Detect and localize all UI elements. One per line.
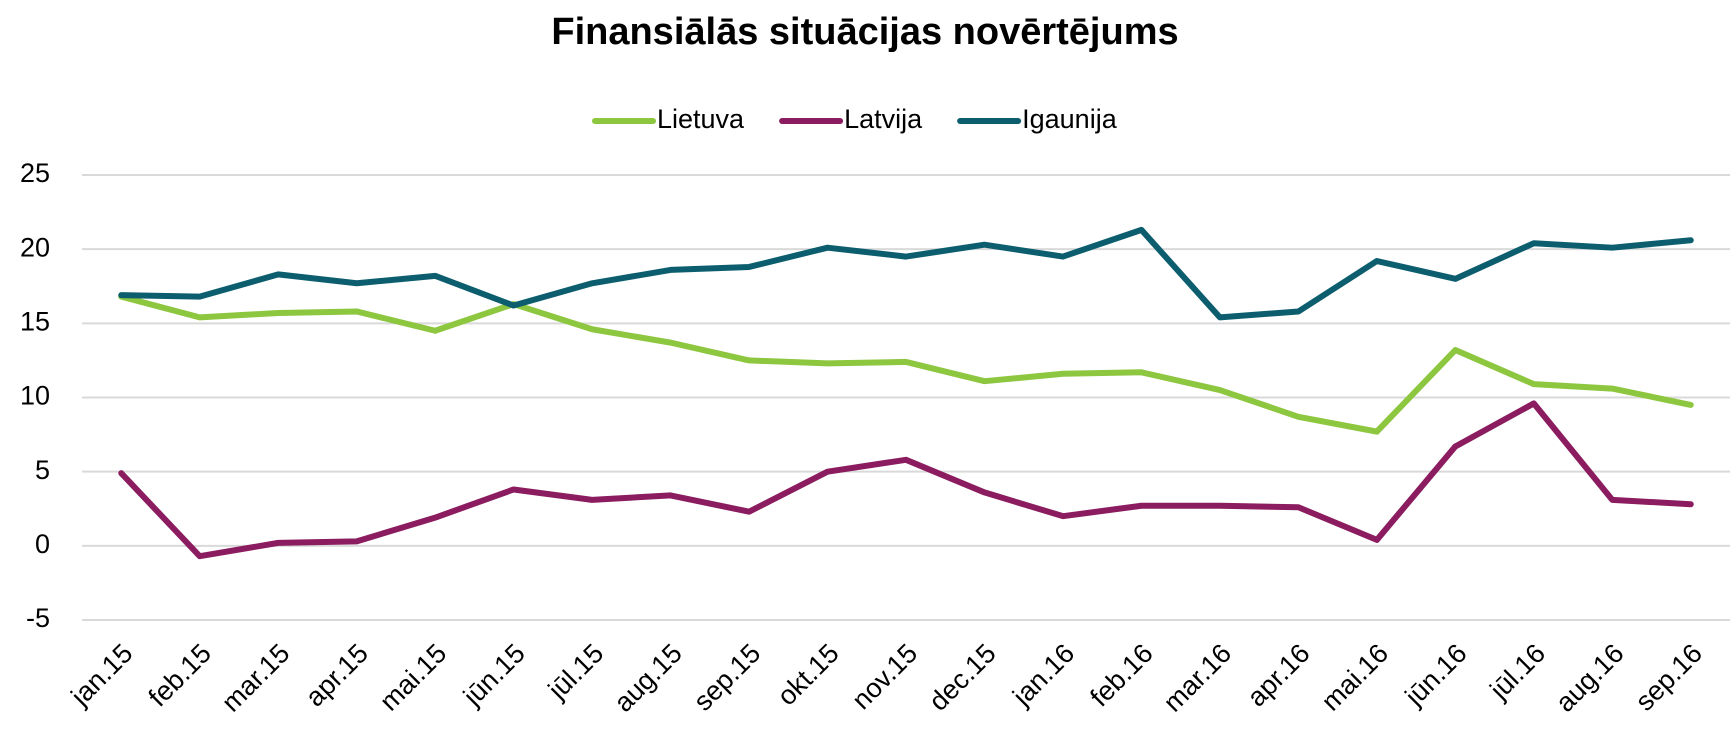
y-tick-label: 20 — [20, 232, 50, 262]
x-tick-label: sep.16 — [1629, 638, 1708, 717]
x-tick-label: jūn.16 — [1399, 638, 1473, 712]
x-tick-label: jūl.15 — [542, 638, 610, 706]
y-tick-label: 0 — [35, 529, 50, 559]
x-tick-label: jūl.16 — [1484, 638, 1552, 706]
x-tick-label: apr.15 — [300, 638, 374, 712]
y-tick-label: 15 — [20, 306, 50, 336]
y-tick-label: 5 — [35, 455, 50, 485]
x-tick-label: apr.16 — [1241, 638, 1315, 712]
x-tick-label: aug.15 — [608, 638, 688, 718]
x-tick-label: mai.15 — [374, 638, 453, 717]
x-tick-label: sep.15 — [688, 638, 767, 717]
data-line — [118, 293, 1694, 435]
y-tick-label: 25 — [20, 158, 50, 188]
x-tick-label: aug.16 — [1550, 638, 1630, 718]
data-line — [118, 400, 1694, 560]
x-tick-label: jan.15 — [65, 638, 139, 712]
x-tick-label: jūn.15 — [457, 638, 531, 712]
legend-label: Igaunija — [1022, 104, 1118, 134]
y-tick-label: 10 — [20, 381, 50, 411]
legend-label: Lietuva — [657, 104, 745, 134]
x-tick-label: mar.16 — [1158, 638, 1238, 718]
y-tick-label: -5 — [26, 603, 50, 633]
x-tick-label: okt.15 — [772, 638, 845, 711]
chart-title: Finansiālās situācijas novērtējums — [551, 11, 1178, 53]
x-tick-label: mai.16 — [1316, 638, 1395, 717]
x-tick-label: dec.15 — [923, 638, 1002, 717]
x-tick-label: feb.15 — [143, 638, 217, 712]
x-tick-label: feb.16 — [1084, 638, 1158, 712]
x-tick-label: nov.15 — [846, 638, 923, 715]
x-tick-label: mar.15 — [216, 638, 296, 718]
legend-label: Latvija — [844, 104, 923, 134]
data-line — [118, 226, 1694, 321]
x-tick-label: jan.16 — [1006, 638, 1080, 712]
